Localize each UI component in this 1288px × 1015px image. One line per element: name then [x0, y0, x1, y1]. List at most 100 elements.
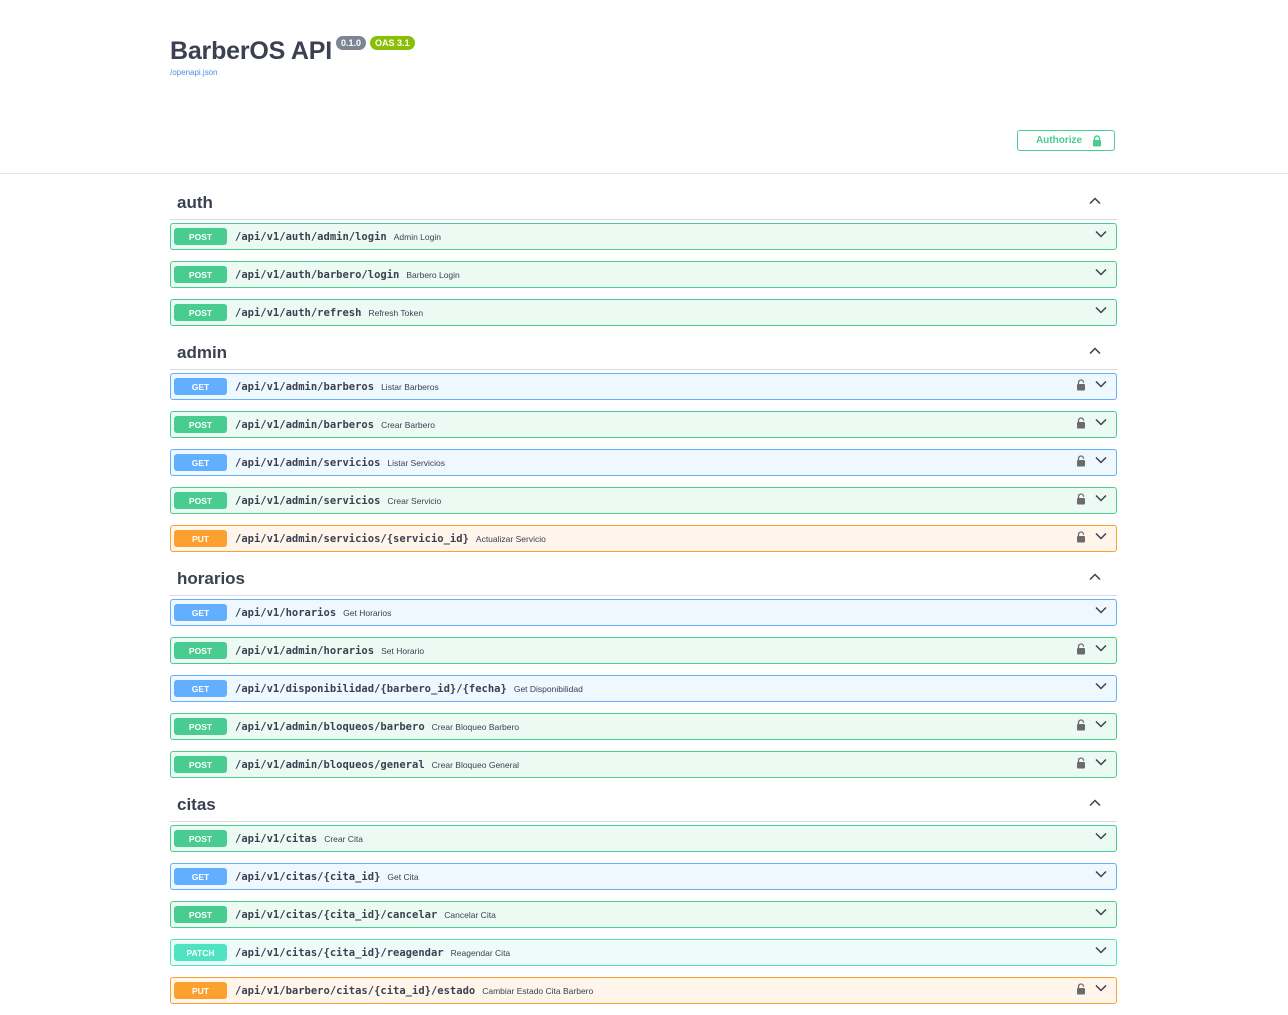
operation-controls [1094, 902, 1108, 927]
operation-row[interactable]: GET/api/v1/admin/servicios Listar Servici… [170, 449, 1117, 476]
operation-row[interactable]: POST/api/v1/citas Crear Cita [170, 825, 1117, 852]
chevron-up-icon[interactable] [1087, 343, 1117, 364]
operation-summary: Admin Login [393, 231, 441, 242]
operation-summary: Listar Barberos [381, 381, 439, 392]
operation-controls [1076, 374, 1108, 399]
operation-path: /api/v1/citas/{cita_id}/cancelar [235, 908, 438, 921]
chevron-down-icon[interactable] [1094, 943, 1108, 962]
lock-icon[interactable] [1076, 718, 1086, 736]
operation-row[interactable]: PATCH/api/v1/citas/{cita_id}/reagendar Re… [170, 939, 1117, 966]
operation-summary: Get Disponibilidad [513, 683, 583, 694]
chevron-down-icon[interactable] [1094, 717, 1108, 736]
chevron-down-icon[interactable] [1094, 529, 1108, 548]
operation-controls [1094, 262, 1108, 287]
operation-path: /api/v1/auth/refresh [235, 306, 362, 319]
chevron-up-icon[interactable] [1087, 569, 1117, 590]
chevron-down-icon[interactable] [1094, 603, 1108, 622]
lock-icon[interactable] [1076, 982, 1086, 1000]
version-badge: 0.1.0 [336, 36, 367, 50]
operation-path: /api/v1/horarios [235, 606, 337, 619]
title-row: BarberOS API 0.1.0 OAS 3.1 [170, 36, 415, 66]
operation-row[interactable]: POST/api/v1/admin/horarios Set Horario [170, 637, 1117, 664]
operation-summary: Get Cita [387, 871, 419, 882]
operation-row[interactable]: POST/api/v1/admin/bloqueos/general Crear … [170, 751, 1117, 778]
operation-path: /api/v1/admin/bloqueos/general [235, 758, 425, 771]
operation-row[interactable]: POST/api/v1/auth/admin/login Admin Login [170, 223, 1117, 250]
operation-summary: Actualizar Servicio [475, 533, 546, 544]
method-badge: POST [174, 718, 227, 735]
chevron-down-icon[interactable] [1094, 453, 1108, 472]
operation-row[interactable]: POST/api/v1/auth/barbero/login Barbero Lo… [170, 261, 1117, 288]
operation-row[interactable]: PUT/api/v1/barbero/citas/{cita_id}/estad… [170, 977, 1117, 1004]
operations-list: auth POST/api/v1/auth/admin/login Admin Lo… [170, 187, 1117, 1015]
method-badge: GET [174, 868, 227, 885]
operation-row[interactable]: GET/api/v1/horarios Get Horarios [170, 599, 1117, 626]
operation-row[interactable]: POST/api/v1/citas/{cita_id}/cancelar Canc… [170, 901, 1117, 928]
lock-icon[interactable] [1076, 378, 1086, 396]
method-badge: GET [174, 680, 227, 697]
operation-row[interactable]: GET/api/v1/citas/{cita_id} Get Cita [170, 863, 1117, 890]
lock-icon[interactable] [1076, 492, 1086, 510]
operation-row[interactable]: POST/api/v1/admin/servicios Crear Servici… [170, 487, 1117, 514]
operation-controls [1076, 638, 1108, 663]
lock-icon[interactable] [1076, 642, 1086, 660]
tag-section-auth[interactable]: auth [170, 187, 1117, 220]
operation-row[interactable]: GET/api/v1/admin/barberos Listar Barberos [170, 373, 1117, 400]
tag-name: auth [177, 193, 213, 212]
chevron-down-icon[interactable] [1094, 415, 1108, 434]
operation-row[interactable]: PUT/api/v1/admin/servicios/{servicio_id}… [170, 525, 1117, 552]
operation-summary: Set Horario [381, 645, 425, 656]
method-badge: POST [174, 416, 227, 433]
chevron-down-icon[interactable] [1094, 303, 1108, 322]
operation-row[interactable]: GET/api/v1/disponibilidad/{barbero_id}/{… [170, 675, 1117, 702]
api-title: BarberOS API [170, 37, 333, 65]
chevron-down-icon[interactable] [1094, 905, 1108, 924]
chevron-down-icon[interactable] [1094, 981, 1108, 1000]
operation-summary: Reagendar Cita [450, 947, 511, 958]
method-badge: POST [174, 642, 227, 659]
oas-badge: OAS 3.1 [370, 36, 415, 50]
operation-controls [1094, 864, 1108, 889]
operation-summary: Get Horarios [343, 607, 392, 618]
operation-summary: Crear Cita [324, 833, 363, 844]
chevron-down-icon[interactable] [1094, 867, 1108, 886]
method-badge: POST [174, 906, 227, 923]
operation-controls [1076, 752, 1108, 777]
chevron-down-icon[interactable] [1094, 755, 1108, 774]
operation-controls [1094, 600, 1108, 625]
lock-icon[interactable] [1076, 530, 1086, 548]
method-badge: POST [174, 492, 227, 509]
chevron-up-icon[interactable] [1087, 193, 1117, 214]
openapi-json-link[interactable]: /openapi.json [170, 68, 218, 77]
chevron-down-icon[interactable] [1094, 679, 1108, 698]
operation-summary: Listar Servicios [387, 457, 446, 468]
operation-row[interactable]: POST/api/v1/admin/barberos Crear Barbero [170, 411, 1117, 438]
chevron-down-icon[interactable] [1094, 265, 1108, 284]
chevron-down-icon[interactable] [1094, 491, 1108, 510]
operation-path: /api/v1/auth/barbero/login [235, 268, 400, 281]
tag-name: citas [177, 795, 216, 814]
operation-row[interactable]: POST/api/v1/auth/refresh Refresh Token [170, 299, 1117, 326]
chevron-down-icon[interactable] [1094, 641, 1108, 660]
operation-summary: Crear Barbero [381, 419, 435, 430]
chevron-down-icon[interactable] [1094, 829, 1108, 848]
tag-section-admin[interactable]: admin [170, 337, 1117, 370]
lock-icon[interactable] [1076, 454, 1086, 472]
operation-path: /api/v1/admin/bloqueos/barbero [235, 720, 425, 733]
operation-summary: Crear Bloqueo Barbero [431, 721, 520, 732]
tag-section-horarios[interactable]: horarios [170, 563, 1117, 596]
authorize-button[interactable]: Authorize [1017, 130, 1115, 151]
chevron-down-icon[interactable] [1094, 227, 1108, 246]
lock-icon[interactable] [1076, 756, 1086, 774]
operation-row[interactable]: POST/api/v1/admin/bloqueos/barbero Crear … [170, 713, 1117, 740]
tag-section-citas[interactable]: citas [170, 789, 1117, 822]
chevron-up-icon[interactable] [1087, 795, 1117, 816]
operation-path: /api/v1/admin/barberos [235, 380, 375, 393]
chevron-down-icon[interactable] [1094, 377, 1108, 396]
lock-icon[interactable] [1076, 416, 1086, 434]
method-badge: GET [174, 378, 227, 395]
method-badge: PUT [174, 530, 227, 547]
operation-summary: Refresh Token [368, 307, 424, 318]
operation-path: /api/v1/auth/admin/login [235, 230, 387, 243]
lock-icon [1093, 134, 1102, 146]
